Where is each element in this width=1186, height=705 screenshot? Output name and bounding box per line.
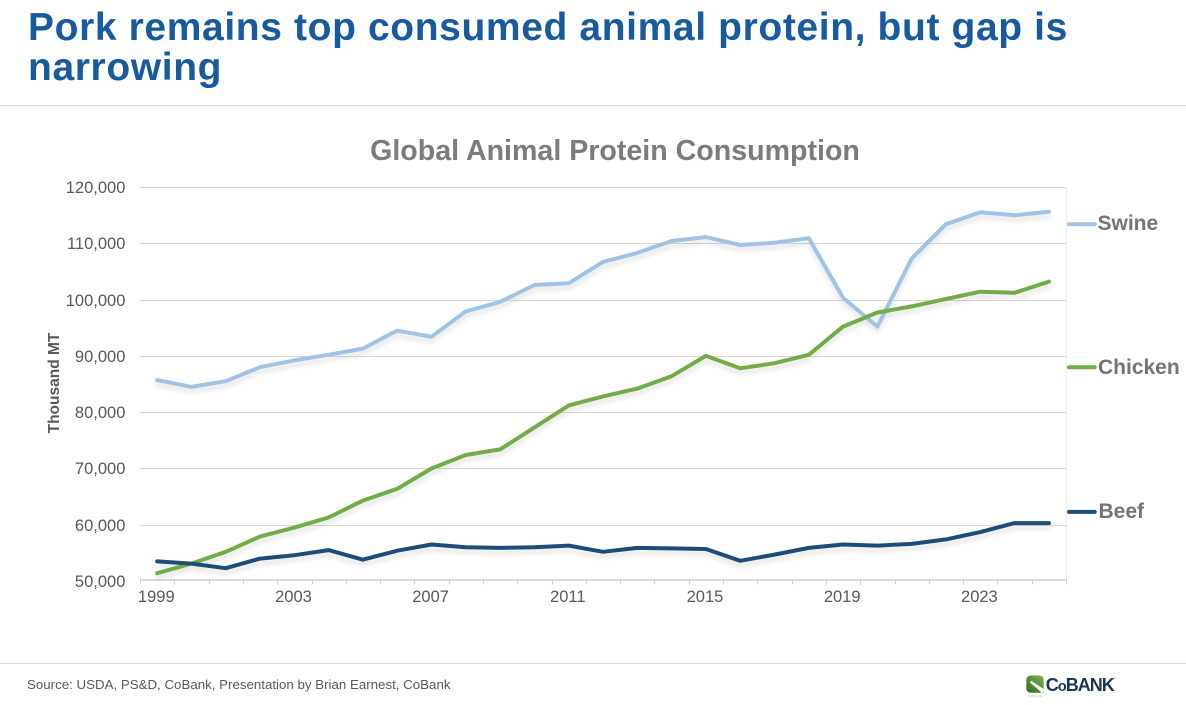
svg-text:®: ®	[1113, 676, 1116, 681]
svg-text:CoBANK: CoBANK	[1046, 675, 1115, 695]
